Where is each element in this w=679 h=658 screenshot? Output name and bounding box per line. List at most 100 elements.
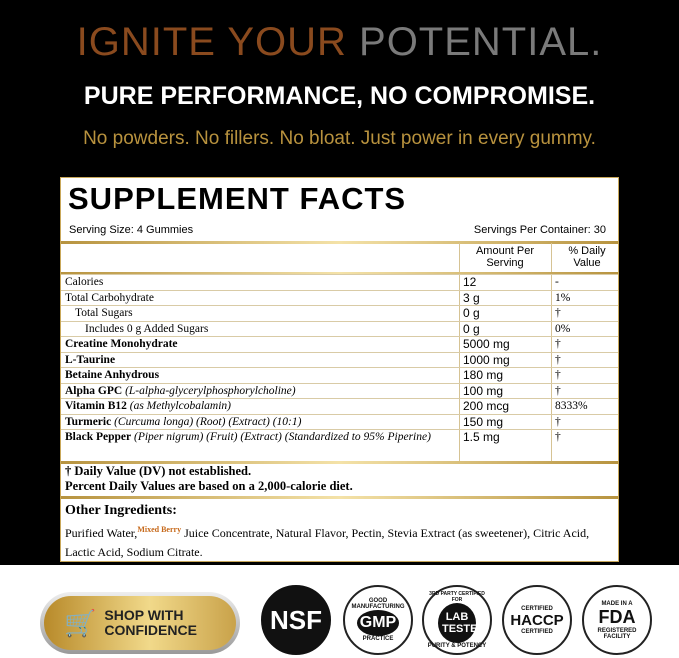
fda-label: FDA (598, 606, 636, 627)
nutrient-label: Turmeric (65, 415, 112, 428)
nutrient-label: Betaine Anhydrous (65, 369, 160, 381)
daily-value: † (555, 384, 561, 397)
other-ingredients-title: Other Ingredients: (65, 503, 177, 518)
amount: 3 g (463, 290, 480, 305)
daily-value: † (555, 353, 561, 366)
servings-per-container: Servings Per Container: 30 (473, 224, 606, 236)
gmp-top: GOOD MANUFACTURING (351, 598, 405, 610)
subheadline: PURE PERFORMANCE, NO COMPROMISE. (83, 82, 596, 110)
table-row: Betaine Anhydrous 180 mg † (61, 367, 618, 383)
haccp-top: CERTIFIED (521, 605, 553, 612)
nutrient-name: Total Sugars (75, 306, 460, 321)
lab-bottom: PURITY & POTENCY (427, 643, 487, 649)
dv-header: % Daily Value (568, 245, 606, 269)
nutrient-name: Includes 0 g Added Sugars (85, 322, 470, 337)
table-row: Black Pepper (Piper nigrum) (Fruit) (Ext… (61, 429, 618, 460)
nutrient-label: L-Taurine (65, 353, 116, 366)
flavor-label: Mixed Berry (137, 525, 182, 534)
haccp-label: HACCP (510, 611, 564, 629)
serving-size: Serving Size: 4 Gummies (69, 224, 194, 236)
other-ingredients: Other Ingredients: Purified Water,Mixed B… (65, 501, 615, 562)
footnote: † Daily Value (DV) not established. Perce… (65, 464, 353, 494)
amount-header: Amount Per Serving (475, 245, 535, 269)
nutrient-name: Alpha GPC (L-alpha-glycerylphosphorylcho… (65, 384, 450, 399)
daily-value: † (555, 307, 561, 319)
shop-label: SHOP WITH CONFIDENCE (104, 607, 197, 638)
nutrient-name: Total Carbohydrate (65, 291, 450, 306)
shop-with-confidence-badge[interactable]: 🛒 SHOP WITH CONFIDENCE (40, 592, 240, 654)
fda-badge: MADE IN A FDA REGISTERED FACILITY (582, 585, 652, 655)
table-row: Includes 0 g Added Sugars 0 g 0% (61, 320, 618, 337)
ingredients-text: Purified Water, (65, 526, 138, 540)
nutrient-name: Turmeric (Curcuma longa) (Root) (Extract… (65, 415, 450, 430)
nutrient-name: Calories (65, 275, 450, 290)
table-row: Vitamin B12 (as Methylcobalamin) 200 mcg 8… (61, 398, 618, 414)
daily-value: † (555, 369, 561, 381)
daily-value: † (555, 338, 561, 350)
headline-part-2: POTENTIAL. (359, 20, 603, 64)
lab-label: LAB TESTED (438, 603, 485, 643)
nutrient-label: Alpha GPC (65, 384, 123, 397)
nutrient-label: Creatine Monohydrate (65, 338, 178, 350)
headline-part-1: IGNITE YOUR (76, 20, 347, 64)
divider (61, 461, 618, 464)
supplement-facts-panel: SUPPLEMENT FACTS Serving Size: 4 Gummies… (60, 177, 619, 562)
gmp-bottom: PRACTICE (362, 636, 394, 642)
haccp-bottom: CERTIFIED (521, 628, 553, 635)
nutrient-name: Black Pepper (Piper nigrum) (Fruit) (Ext… (65, 430, 450, 445)
amount: 5000 mg (463, 337, 510, 351)
nutrient-label: Total Sugars (75, 307, 133, 319)
nutrient-label: Calories (65, 276, 104, 288)
daily-value: 0% (555, 322, 571, 335)
tagline: No powders. No fillers. No bloat. Just p… (83, 128, 596, 149)
amount: 12 (463, 275, 477, 289)
fda-bottom: REGISTERED FACILITY (597, 627, 637, 640)
cart-icon: 🛒 (64, 607, 97, 638)
amount: 0 g (463, 321, 480, 336)
nutrient-name: Vitamin B12 (as Methylcobalamin) (65, 399, 450, 414)
nutrient-label: Total Carbohydrate (65, 291, 154, 304)
daily-value: 8333% (555, 400, 588, 412)
nsf-label: NSF (270, 604, 322, 635)
table-row: Calories 12 - (61, 274, 618, 290)
amount: 100 mg (463, 383, 504, 398)
table-row: Turmeric (Curcuma longa) (Root) (Extract… (61, 413, 618, 430)
table-row: Alpha GPC (L-alpha-glycerylphosphorylcho… (61, 382, 618, 399)
ingredients-text-rest: Juice Concentrate, Natural Flavor, Pecti… (65, 526, 590, 559)
divider (61, 272, 618, 274)
amount: 150 mg (463, 414, 504, 429)
daily-value: † (555, 431, 561, 443)
gmp-badge: GOOD MANUFACTURING GMP PRACTICE (343, 585, 413, 655)
nutrient-name: L-Taurine (65, 353, 450, 368)
amount: 200 mcg (463, 399, 510, 413)
daily-value: 1% (555, 291, 571, 304)
table-row: Total Sugars 0 g † (61, 305, 618, 321)
amount: 180 mg (463, 368, 504, 382)
table-row: L-Taurine 1000 mg † (61, 351, 618, 368)
nutrient-detail: (as Methylcobalamin) (129, 400, 231, 412)
amount: 1000 mg (463, 352, 510, 367)
nutrient-label: Includes 0 g Added Sugars (85, 322, 209, 335)
footnote-dv: † Daily Value (DV) not established. (65, 464, 252, 478)
gmp-label: GMP (356, 610, 400, 636)
nutrient-label: Black Pepper (65, 431, 132, 443)
table-row: Total Carbohydrate 3 g 1% (61, 289, 618, 306)
nutrient-label: Vitamin B12 (65, 400, 127, 412)
nutrient-detail: (L-alpha-glycerylphosphorylcholine) (125, 384, 296, 397)
haccp-badge: CERTIFIED HACCP CERTIFIED (502, 585, 572, 655)
amount: 1.5 mg (463, 430, 500, 444)
fda-top: MADE IN A (601, 600, 633, 607)
footnote-calories: Percent Daily Values are based on a 2,00… (65, 479, 353, 493)
lab-top: 3RD PARTY CERTIFIED FOR (429, 591, 485, 603)
headline: IGNITE YOUR POTENTIAL. (0, 20, 679, 65)
daily-value: † (555, 415, 561, 428)
nsf-badge: NSF (261, 585, 331, 655)
amount: 0 g (463, 306, 480, 320)
lab-tested-badge: 3RD PARTY CERTIFIED FOR LAB TESTED PURITY … (422, 585, 492, 655)
nutrient-detail: (Piper nigrum) (Fruit) (Extract) (Standa… (134, 431, 431, 443)
divider (61, 496, 618, 499)
facts-title: SUPPLEMENT FACTS (68, 181, 407, 216)
daily-value: - (555, 276, 559, 288)
nutrient-detail: (Curcuma longa) (Root) (Extract) (10:1) (114, 415, 302, 428)
nutrient-name: Betaine Anhydrous (65, 368, 450, 383)
